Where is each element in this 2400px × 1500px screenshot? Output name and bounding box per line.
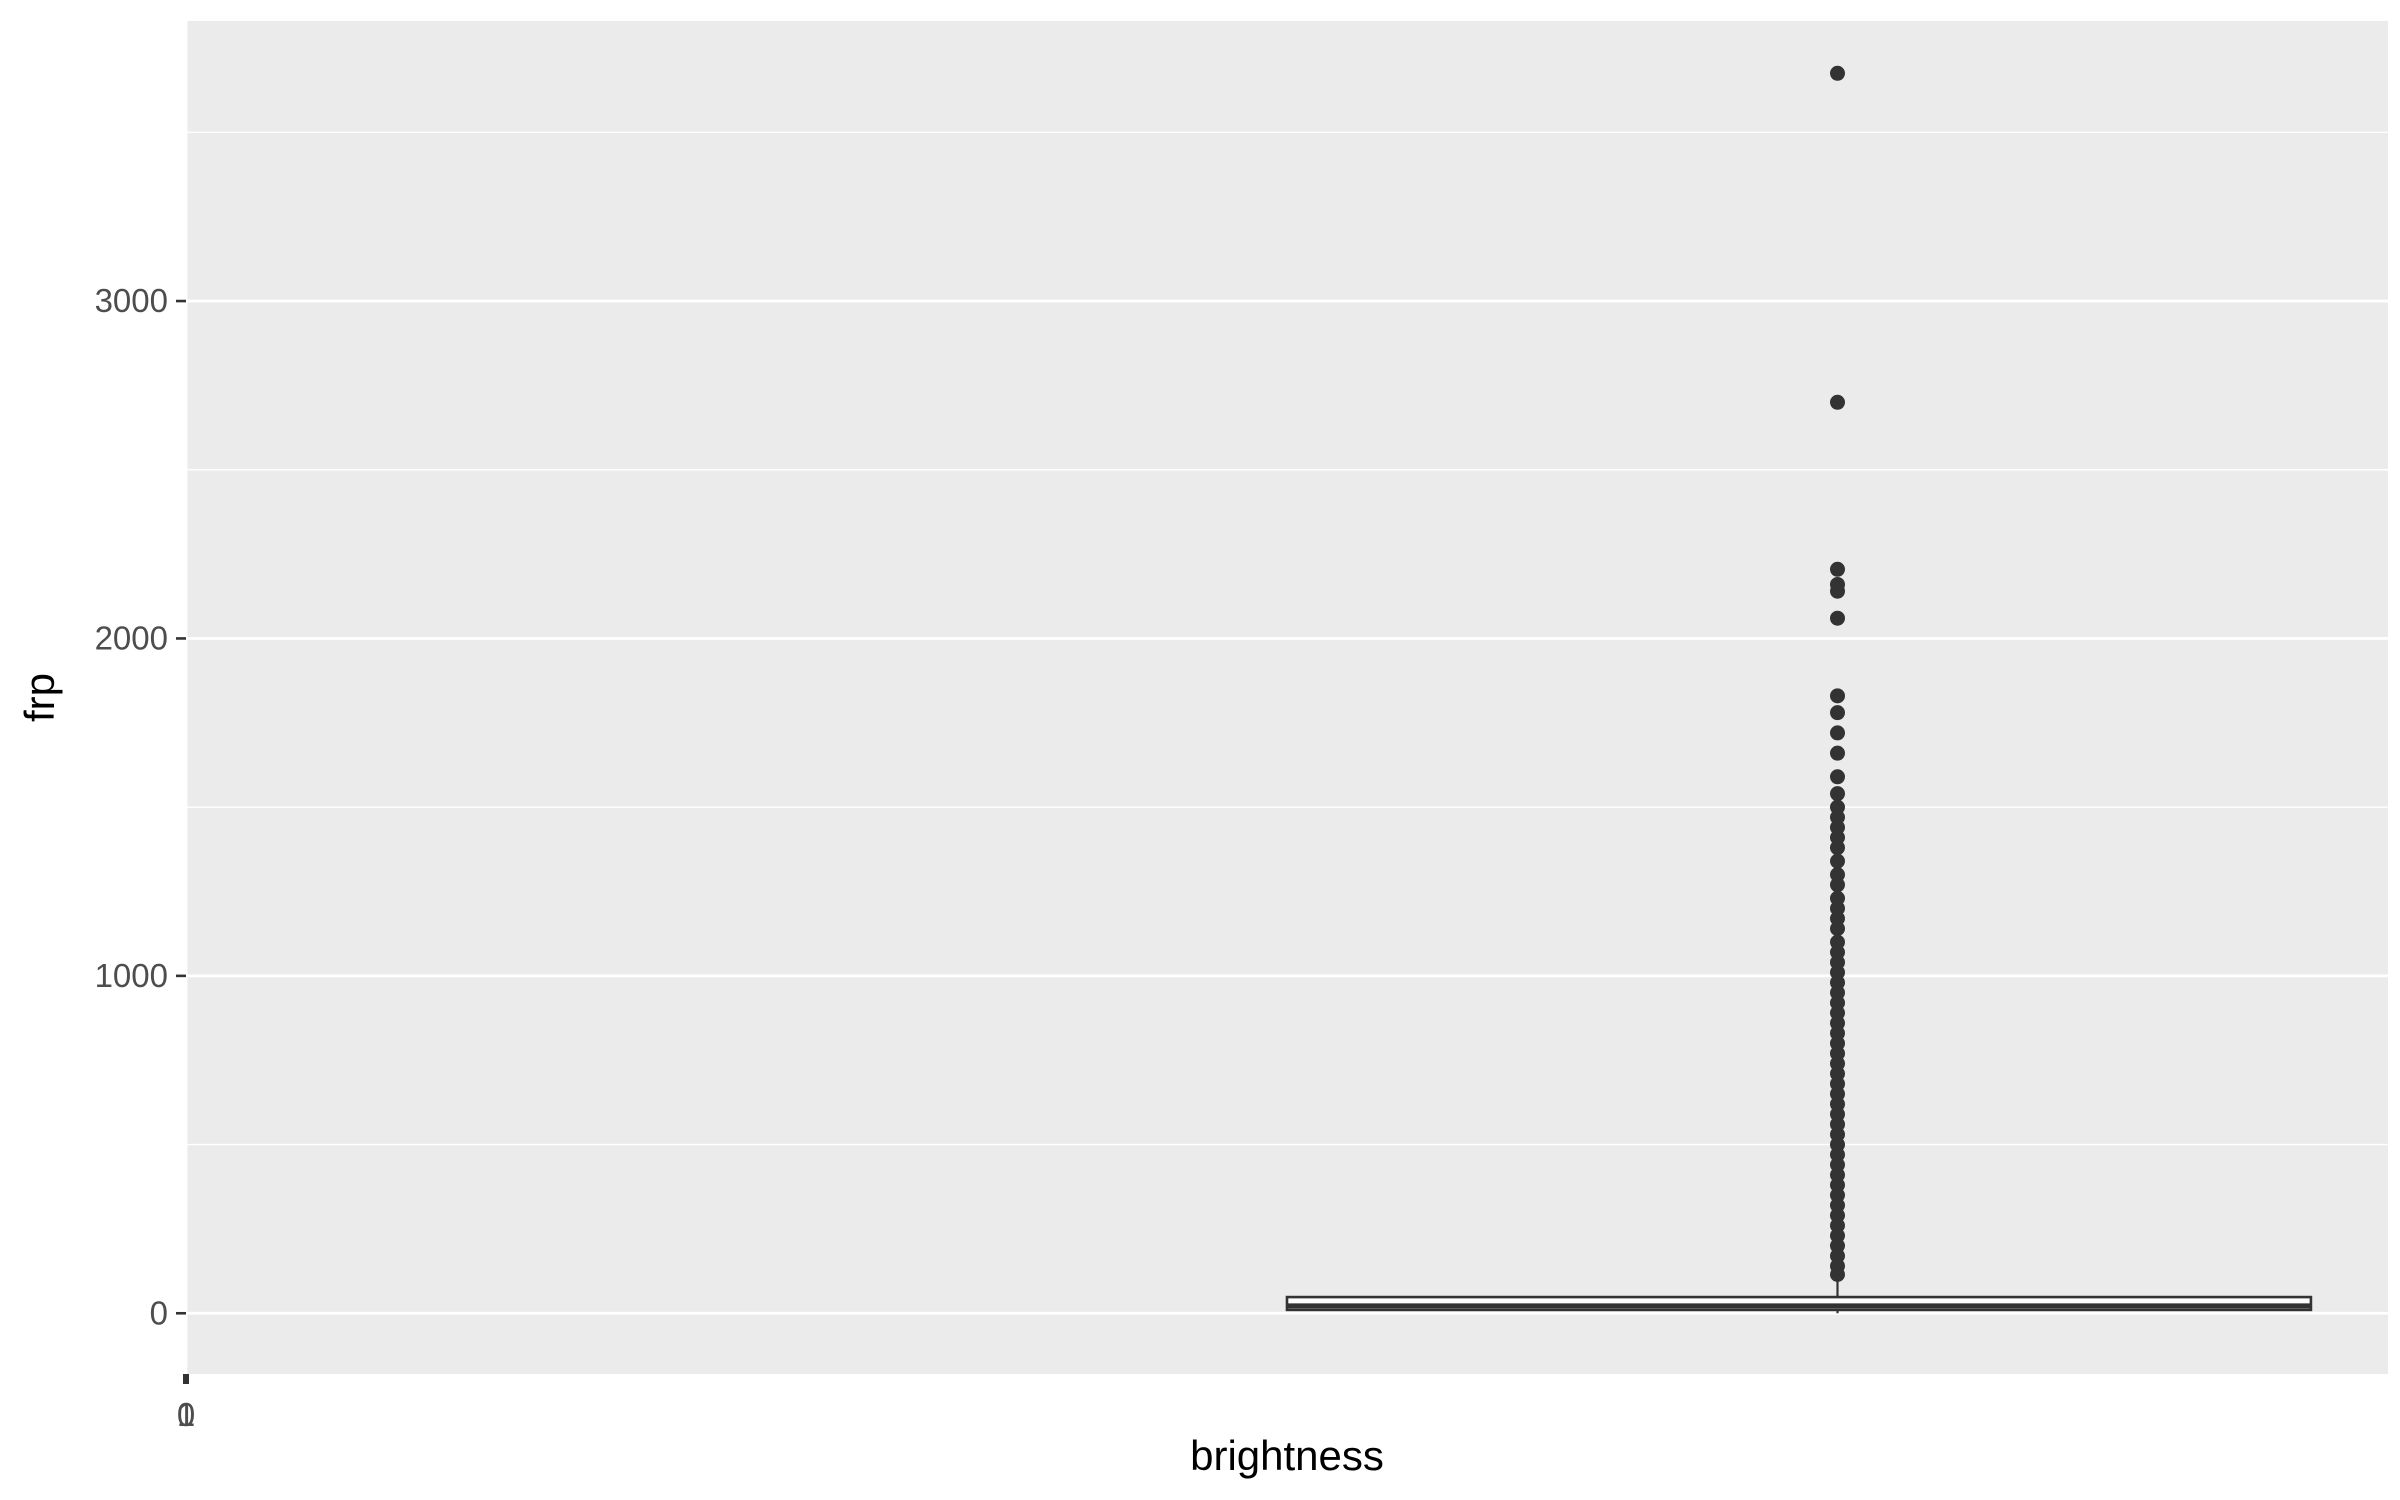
y-tick-label: 3000	[95, 282, 168, 319]
outlier-point	[1830, 65, 1845, 81]
x-axis-ticks: 01	[177, 1374, 195, 1433]
outlier-point	[1830, 745, 1845, 761]
y-axis-ticks: 0 1000 2000 3000	[95, 282, 186, 1331]
outlier-point	[1830, 583, 1845, 599]
y-tick-label: 0	[150, 1294, 168, 1331]
outlier-point	[1830, 853, 1845, 869]
y-tick-label: 2000	[95, 619, 168, 656]
outlier-point	[1830, 394, 1845, 410]
outlier-point	[1830, 610, 1845, 626]
x-axis-title: brightness	[1190, 1432, 1384, 1479]
outlier-point	[1830, 725, 1845, 741]
box-layer	[1285, 1277, 2313, 1314]
outlier-points	[1830, 65, 1845, 1282]
outlier-point	[1830, 840, 1845, 856]
x-tick-label: 1	[177, 1396, 195, 1433]
plot-panel	[186, 21, 2388, 1374]
outlier-point	[1830, 921, 1845, 937]
grid-lines	[184, 21, 2388, 1374]
outlier-point	[1830, 1266, 1845, 1282]
x-tick-label: 0	[177, 1396, 195, 1433]
outlier-point	[1830, 769, 1845, 785]
outlier-point	[1830, 786, 1845, 802]
outlier-point	[1830, 877, 1845, 893]
y-tick-label: 1000	[95, 957, 168, 994]
y-axis-title: frp	[16, 673, 63, 722]
outlier-point	[1830, 688, 1845, 704]
outlier-point	[1830, 561, 1845, 577]
outlier-point	[1830, 705, 1845, 721]
